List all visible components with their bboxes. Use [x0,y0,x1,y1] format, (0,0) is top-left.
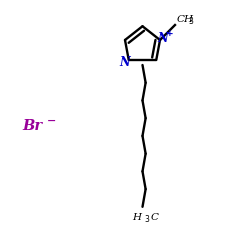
Text: N: N [157,32,168,44]
Text: H: H [132,213,141,222]
Text: 3: 3 [188,16,194,26]
Text: −: − [46,116,56,126]
Text: 3: 3 [144,215,149,224]
Text: CH: CH [176,15,193,24]
Text: Br: Br [22,119,42,133]
Text: C: C [150,213,158,222]
Text: +: + [166,29,173,38]
Text: N: N [119,56,130,68]
